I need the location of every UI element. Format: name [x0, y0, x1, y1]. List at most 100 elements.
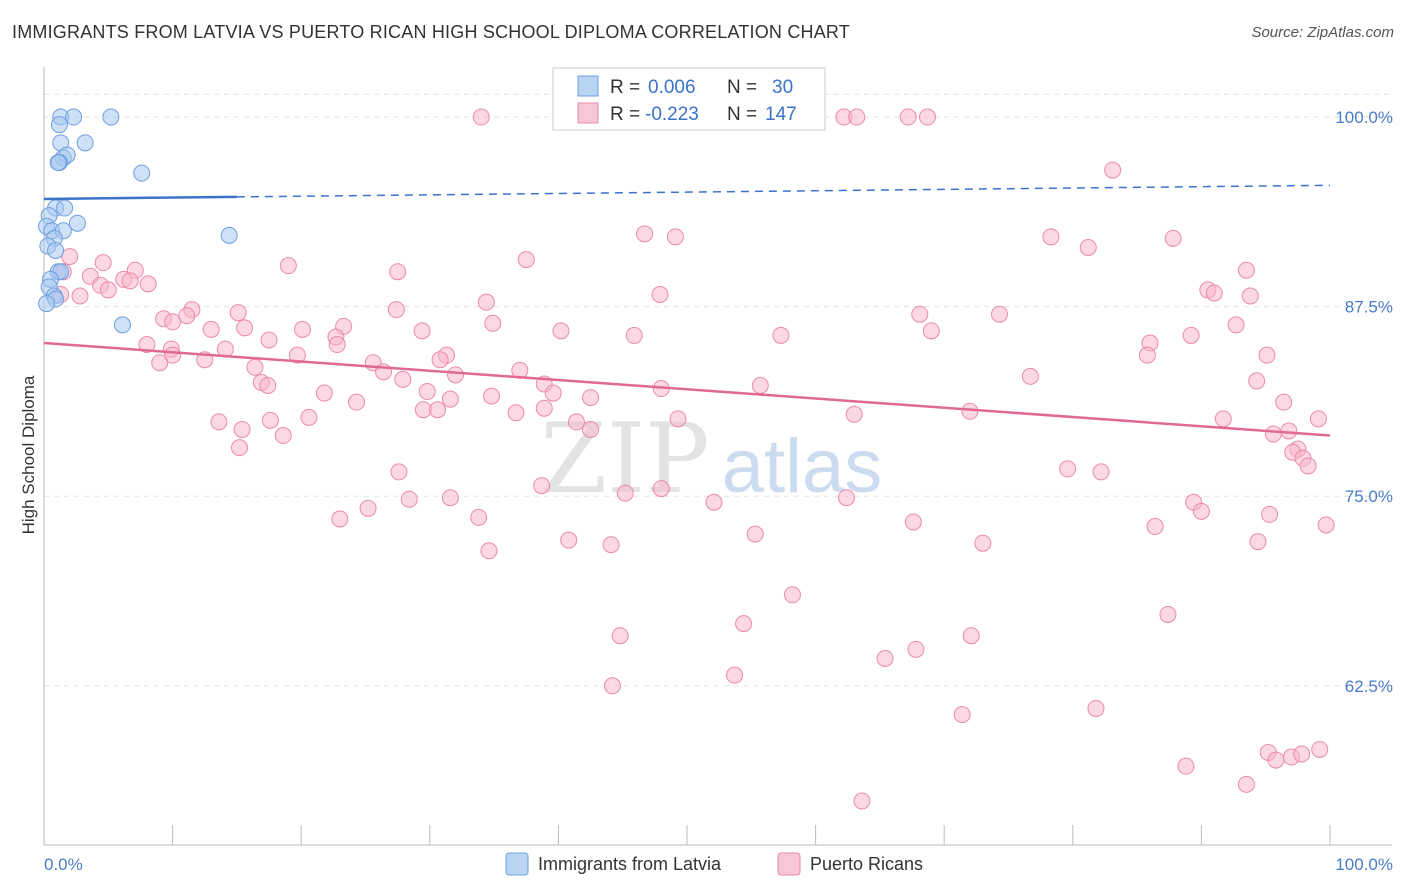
pr-point-76 — [1258, 346, 1276, 364]
stats-swatch-latvia — [577, 75, 599, 97]
trend-lines — [43, 184, 1331, 437]
pr-point-129 — [1317, 516, 1335, 534]
trend-latvia-solid — [43, 195, 237, 201]
stats-n-value-2: 147 — [765, 104, 797, 125]
pr-point-75 — [1138, 346, 1156, 364]
pr-point-104 — [1214, 410, 1232, 428]
tick-labels: 62.5% 75.0% 87.5% 100.0% 0.0% 100.0% — [44, 108, 1393, 874]
stats-r-value-2: -0.223 — [645, 104, 699, 125]
latvia-point-9 — [49, 154, 67, 172]
pr-point-30 — [387, 301, 405, 319]
pr-point-68 — [447, 366, 465, 384]
pr-point-67 — [431, 351, 449, 369]
pr-point-33 — [911, 305, 929, 323]
pr-point-134 — [904, 513, 922, 531]
watermark-atlas: atlas — [722, 424, 883, 509]
latvia-point-10 — [133, 164, 151, 182]
pr-point-10 — [1042, 228, 1060, 246]
pr-point-156 — [1311, 740, 1329, 758]
x-tick-label-0: 0.0% — [44, 855, 83, 874]
pr-point-8 — [636, 225, 654, 243]
pr-point-38 — [1237, 261, 1255, 279]
pr-point-136 — [1249, 533, 1267, 551]
legend-label-pr: Puerto Ricans — [810, 854, 923, 874]
latvia-point-12 — [56, 199, 74, 217]
pr-point-135 — [974, 534, 992, 552]
pr-point-15 — [279, 257, 297, 275]
pr-point-48 — [413, 322, 431, 340]
pr-point-123 — [1261, 505, 1279, 523]
pr-point-116 — [652, 480, 670, 498]
trend-puerto-ricans — [43, 341, 1331, 437]
pr-point-73 — [751, 376, 769, 394]
pr-point-126 — [470, 508, 488, 526]
pr-point-0 — [472, 108, 490, 126]
latvia-point-29 — [38, 295, 56, 313]
pr-point-113 — [390, 463, 408, 481]
pr-point-41 — [178, 307, 196, 325]
pr-point-71 — [246, 358, 264, 376]
x-tick-label-1: 100.0% — [1335, 855, 1393, 874]
pr-point-17 — [389, 263, 407, 281]
latvia-point-21 — [47, 242, 65, 260]
pr-point-7 — [1104, 161, 1122, 179]
pr-point-146 — [726, 666, 744, 684]
pr-point-89 — [1248, 372, 1266, 390]
stats-n-label-2: N = — [727, 104, 757, 125]
legend-swatch-latvia — [505, 852, 529, 876]
pr-point-155 — [1293, 745, 1311, 763]
pr-point-105 — [1264, 425, 1282, 443]
pr-point-99 — [535, 399, 553, 417]
pr-point-27 — [71, 287, 89, 305]
pr-point-34 — [990, 305, 1008, 323]
pr-point-79 — [315, 384, 333, 402]
pr-point-29 — [229, 304, 247, 322]
pr-point-92 — [233, 420, 251, 438]
chart-source: Source: ZipAtlas.com — [1251, 24, 1394, 41]
axes — [43, 67, 1392, 846]
pr-point-90 — [1275, 393, 1293, 411]
stats-r-label-1: R = — [610, 77, 640, 98]
y-tick-label-1: 75.0% — [1345, 487, 1393, 506]
pr-point-144 — [611, 627, 629, 645]
pr-point-74 — [1021, 367, 1039, 385]
pr-point-150 — [1237, 775, 1255, 793]
pr-point-81 — [418, 383, 436, 401]
pr-point-55 — [1182, 326, 1200, 344]
pr-point-149 — [1177, 757, 1195, 775]
latvia-point-15 — [68, 214, 86, 232]
pr-point-25 — [99, 281, 117, 299]
pr-point-56 — [1227, 316, 1245, 334]
pr-point-130 — [480, 542, 498, 560]
pr-point-147 — [953, 706, 971, 724]
pr-point-137 — [1146, 518, 1164, 536]
pr-point-86 — [582, 389, 600, 407]
stats-n-value-1: 30 — [772, 77, 793, 98]
pr-point-4 — [848, 108, 866, 126]
pr-point-45 — [293, 320, 311, 338]
pr-point-133 — [746, 525, 764, 543]
series-immigrants-from-latvia — [38, 108, 238, 334]
pr-point-63 — [328, 336, 346, 354]
stats-swatch-pr — [577, 102, 599, 124]
pr-point-151 — [853, 792, 871, 810]
pr-point-115 — [616, 484, 634, 502]
pr-point-101 — [582, 420, 600, 438]
pr-point-57 — [138, 336, 156, 354]
stats-r-value-1: 0.006 — [648, 77, 696, 98]
chart-title: IMMIGRANTS FROM LATVIA VS PUERTO RICAN H… — [12, 22, 850, 42]
pr-point-9 — [666, 228, 684, 246]
pr-point-91 — [210, 413, 228, 431]
pr-point-52 — [772, 326, 790, 344]
pr-point-120 — [1092, 463, 1110, 481]
pr-point-83 — [483, 387, 501, 405]
legend: Immigrants from Latvia Puerto Ricans — [505, 852, 923, 876]
latvia-point-5 — [76, 134, 94, 152]
y-tick-label-0: 62.5% — [1345, 677, 1393, 696]
pr-point-127 — [359, 499, 377, 517]
pr-point-117 — [705, 493, 723, 511]
pr-point-96 — [414, 401, 432, 419]
trend-latvia-dashed — [236, 184, 1331, 198]
pr-point-5 — [899, 108, 917, 126]
pr-point-140 — [876, 649, 894, 667]
